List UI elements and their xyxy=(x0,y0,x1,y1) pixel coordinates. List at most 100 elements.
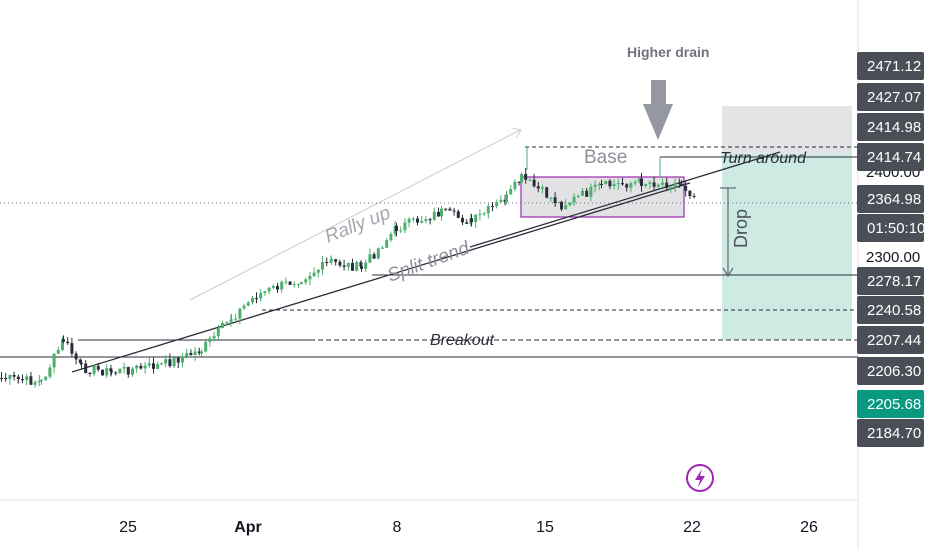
split-trend-line xyxy=(71,182,691,373)
candle-body xyxy=(399,230,403,232)
candle-body xyxy=(470,218,473,222)
candle-body xyxy=(255,298,258,300)
candle-body xyxy=(152,363,155,369)
candle-body xyxy=(230,319,233,321)
candle-body xyxy=(80,362,83,364)
candle-body xyxy=(66,341,70,344)
candle-body xyxy=(172,357,176,367)
candle-body xyxy=(495,202,499,207)
candle-body xyxy=(263,291,267,293)
candle-body xyxy=(325,262,329,264)
candlestick-series xyxy=(0,167,696,388)
candle-body xyxy=(33,382,37,385)
candle-body xyxy=(143,365,147,369)
candle-body xyxy=(131,368,134,375)
svg-text:01:50:10: 01:50:10 xyxy=(867,220,925,237)
candle-body xyxy=(359,262,363,267)
candle-body xyxy=(62,339,65,342)
candle-body xyxy=(156,364,160,369)
candle-body xyxy=(312,272,316,276)
candle-body xyxy=(403,222,407,231)
candle-body xyxy=(440,208,443,217)
candle-body xyxy=(524,173,528,180)
candle-body xyxy=(545,187,549,198)
candle-body xyxy=(673,182,677,188)
y-tick: 2300.00 xyxy=(866,249,920,266)
candle-body xyxy=(181,356,184,363)
price-label: 01:50:10 xyxy=(857,214,925,242)
svg-text:2206.30: 2206.30 xyxy=(867,363,921,380)
candle-body xyxy=(491,206,494,208)
drop-label: Drop xyxy=(731,209,751,248)
candle-body xyxy=(221,323,224,328)
lightning-icon[interactable] xyxy=(686,464,714,492)
candle-body xyxy=(168,359,172,367)
candle-body xyxy=(444,208,448,210)
candle-body xyxy=(101,369,104,376)
candle-body xyxy=(474,214,478,222)
candle-body xyxy=(267,287,271,292)
candle-body xyxy=(452,210,456,212)
higher-drain-arrow xyxy=(643,80,673,140)
candle-body xyxy=(70,343,74,354)
base-label: Base xyxy=(584,147,627,168)
candle-body xyxy=(411,218,415,220)
candle-body xyxy=(652,182,656,187)
price-label: 2278.17 xyxy=(857,267,924,295)
candle-body xyxy=(637,178,641,182)
candle-body xyxy=(29,376,33,385)
svg-text:2240.58: 2240.58 xyxy=(867,302,921,319)
candle-body xyxy=(509,189,513,195)
candle-body xyxy=(633,181,637,184)
candle-body xyxy=(478,214,482,216)
price-label: 2206.30 xyxy=(857,357,924,385)
candle-body xyxy=(176,357,180,363)
price-axis[interactable]: 2471.12 2427.07 2414.98 2364.98 2278.17 2240.… xyxy=(857,52,925,447)
candle-body xyxy=(44,376,48,380)
candle-body xyxy=(48,367,52,377)
candle-body xyxy=(234,318,238,320)
candle-body xyxy=(0,377,3,379)
candle-body xyxy=(56,349,60,354)
candle-body xyxy=(564,205,568,210)
position-zones xyxy=(520,106,852,340)
price-label: 2427.07 xyxy=(857,83,924,111)
candle-body xyxy=(334,259,338,262)
candle-body xyxy=(300,282,303,284)
candle-body xyxy=(572,196,576,203)
candle-body xyxy=(288,281,292,285)
candle-body xyxy=(330,259,333,261)
candle-body xyxy=(74,353,78,360)
stop-zone xyxy=(722,106,852,154)
candle-body xyxy=(329,260,333,263)
candle-body xyxy=(656,184,660,187)
candle-body xyxy=(88,372,92,374)
candle-body xyxy=(692,195,696,197)
candle-body xyxy=(118,368,122,374)
candle-body xyxy=(364,262,368,269)
candle-body xyxy=(225,322,229,324)
candle-body xyxy=(532,179,536,187)
candle-body xyxy=(616,183,620,185)
rally-up-label: Rally up xyxy=(322,202,394,247)
candle-body xyxy=(625,184,629,188)
candle-body xyxy=(251,298,254,303)
candle-body xyxy=(597,183,601,185)
candle-body xyxy=(456,211,460,218)
candle-body xyxy=(351,263,354,271)
candle-body xyxy=(208,338,212,342)
candle-body xyxy=(355,262,359,271)
candle-body xyxy=(160,363,163,365)
candle-body xyxy=(276,286,279,290)
price-label: 2414.74 xyxy=(857,143,924,171)
candle-body xyxy=(109,368,113,372)
candle-body xyxy=(499,199,503,203)
candle-body xyxy=(416,218,419,223)
candle-body xyxy=(147,363,151,366)
candle-body xyxy=(513,181,517,190)
time-axis[interactable]: 25 Apr 8 15 22 26 xyxy=(119,519,818,536)
candle-body xyxy=(593,184,597,187)
candle-body xyxy=(204,341,208,352)
candle-body xyxy=(52,353,56,368)
